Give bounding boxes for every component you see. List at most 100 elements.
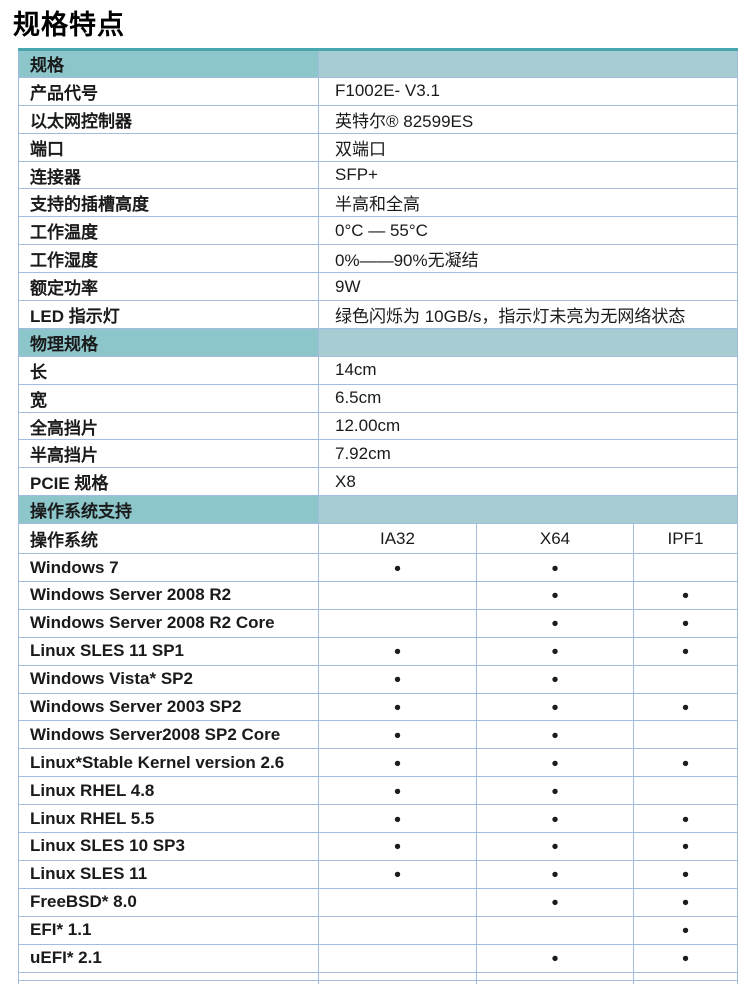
support-dot: ●	[318, 553, 477, 583]
empty-cell	[18, 979, 319, 984]
support-dot: ●	[632, 804, 739, 834]
support-dot: ●	[318, 859, 477, 889]
spec-value: 9W	[317, 272, 739, 302]
spec-label: LED 指示灯	[18, 300, 319, 329]
empty-cell	[632, 979, 739, 984]
os-name: uEFI* 2.1	[18, 943, 319, 973]
support-dot: ●	[476, 832, 634, 861]
support-empty	[318, 887, 477, 917]
os-support-row: FreeBSD* 8.0 ● ●	[18, 887, 739, 917]
empty-cell	[318, 971, 477, 981]
os-column-header: X64	[476, 523, 634, 555]
support-dot: ●	[318, 748, 477, 778]
support-dot: ●	[318, 804, 477, 834]
spec-row: 工作湿度 0%——90%无凝结	[18, 244, 739, 274]
spec-value: 6.5cm	[317, 383, 739, 413]
spec-value: F1002E- V3.1	[317, 76, 739, 106]
os-support-row: Linux RHEL 4.8 ● ●	[18, 776, 739, 806]
support-dot: ●	[476, 720, 634, 750]
os-support-row: EFI* 1.1 ●	[18, 915, 739, 945]
os-support-row: Linux RHEL 5.5 ● ● ●	[18, 804, 739, 834]
section-header-row: 规格	[18, 48, 739, 78]
spec-label: 工作温度	[18, 216, 319, 246]
spec-value: 双端口	[317, 132, 739, 162]
support-dot: ●	[476, 943, 634, 973]
os-column-header: IA32	[318, 523, 477, 555]
os-name: Windows Vista* SP2	[18, 664, 319, 694]
os-name: Windows Server 2008 R2	[18, 581, 319, 610]
spec-row: 工作温度 0°C — 55°C	[18, 216, 739, 246]
partial-row	[18, 971, 739, 981]
support-empty	[632, 776, 739, 806]
support-dot: ●	[632, 581, 739, 610]
spec-label: 连接器	[18, 160, 319, 190]
support-dot: ●	[318, 636, 477, 666]
support-dot: ●	[476, 581, 634, 610]
os-name: Windows Server 2008 R2 Core	[18, 608, 319, 638]
os-support-row: Windows Vista* SP2 ● ●	[18, 664, 739, 694]
spec-value: 英特尔® 82599ES	[317, 104, 739, 134]
spec-value: X8	[317, 467, 739, 497]
support-empty	[318, 943, 477, 973]
support-dot: ●	[476, 664, 634, 694]
spec-row: 连接器 SFP+	[18, 160, 739, 190]
support-empty	[318, 608, 477, 638]
support-dot: ●	[318, 664, 477, 694]
support-dot: ●	[476, 553, 634, 583]
section-header-spacer	[317, 327, 739, 357]
os-support-row: Linux SLES 11 ● ● ●	[18, 859, 739, 889]
spec-row: 支持的插槽高度 半高和全高	[18, 188, 739, 218]
section-header-row: 物理规格	[18, 327, 739, 357]
os-name: Windows Server2008 SP2 Core	[18, 720, 319, 750]
spec-row: LED 指示灯 绿色闪烁为 10GB/s，指示灯未亮为无网络状态	[18, 300, 739, 329]
os-column-header-label: 操作系统	[18, 523, 319, 555]
os-name: Linux RHEL 5.5	[18, 804, 319, 834]
empty-cell	[476, 979, 634, 984]
spec-label: 产品代号	[18, 76, 319, 106]
os-support-row: Windows Server 2003 SP2 ● ● ●	[18, 692, 739, 722]
support-dot: ●	[476, 608, 634, 638]
os-support-row: Windows Server 2008 R2 ● ●	[18, 581, 739, 610]
support-dot: ●	[632, 915, 739, 945]
support-empty	[632, 720, 739, 750]
spec-value: 14cm	[317, 355, 739, 385]
support-dot: ●	[632, 943, 739, 973]
support-dot: ●	[632, 748, 739, 778]
spec-label: 宽	[18, 383, 319, 413]
spec-value: 12.00cm	[317, 411, 739, 441]
support-dot: ●	[476, 692, 634, 722]
os-column-header-row: 操作系统 IA32 X64 IPF1	[18, 523, 739, 555]
spec-label: 工作湿度	[18, 244, 319, 274]
support-dot: ●	[632, 608, 739, 638]
spec-value: SFP+	[317, 160, 739, 190]
spec-label: 端口	[18, 132, 319, 162]
spec-row: 长 14cm	[18, 355, 739, 385]
spec-value: 半高和全高	[317, 188, 739, 218]
spec-row: 额定功率 9W	[18, 272, 739, 302]
support-dot: ●	[318, 832, 477, 861]
os-name: Linux SLES 11	[18, 859, 319, 889]
os-support-row: Windows Server2008 SP2 Core ● ●	[18, 720, 739, 750]
support-dot: ●	[476, 804, 634, 834]
section-header-row: 操作系统支持	[18, 495, 739, 525]
empty-cell	[18, 971, 319, 981]
section-header-spacer	[317, 495, 739, 525]
empty-cell	[318, 979, 477, 984]
empty-cell	[476, 971, 634, 981]
spec-value: 7.92cm	[317, 439, 739, 469]
os-name: Linux*Stable Kernel version 2.6	[18, 748, 319, 778]
spec-table: 规格 产品代号 F1002E- V3.1 以太网控制器 英特尔® 82599ES 端口 双端…	[18, 48, 739, 984]
support-dot: ●	[632, 832, 739, 861]
spec-label: 支持的插槽高度	[18, 188, 319, 218]
spec-label: 全高挡片	[18, 411, 319, 441]
spec-row: 端口 双端口	[18, 132, 739, 162]
os-support-row: Linux*Stable Kernel version 2.6 ● ● ●	[18, 748, 739, 778]
spec-row: 产品代号 F1002E- V3.1	[18, 76, 739, 106]
os-name: Windows 7	[18, 553, 319, 583]
spec-label: 半高挡片	[18, 439, 319, 469]
support-dot: ●	[632, 692, 739, 722]
os-name: EFI* 1.1	[18, 915, 319, 945]
section-header-label: 物理规格	[18, 327, 319, 357]
os-name: Windows Server 2003 SP2	[18, 692, 319, 722]
